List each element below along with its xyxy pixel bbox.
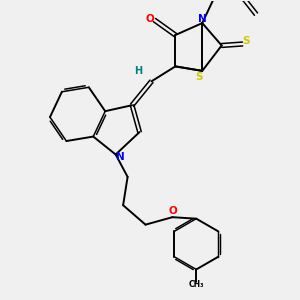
Text: S: S bbox=[242, 36, 249, 46]
Text: S: S bbox=[196, 72, 203, 82]
Text: CH₃: CH₃ bbox=[188, 280, 204, 290]
Text: O: O bbox=[146, 14, 154, 24]
Text: N: N bbox=[116, 152, 124, 163]
Text: N: N bbox=[198, 14, 207, 24]
Text: O: O bbox=[168, 206, 177, 216]
Text: H: H bbox=[134, 66, 142, 76]
